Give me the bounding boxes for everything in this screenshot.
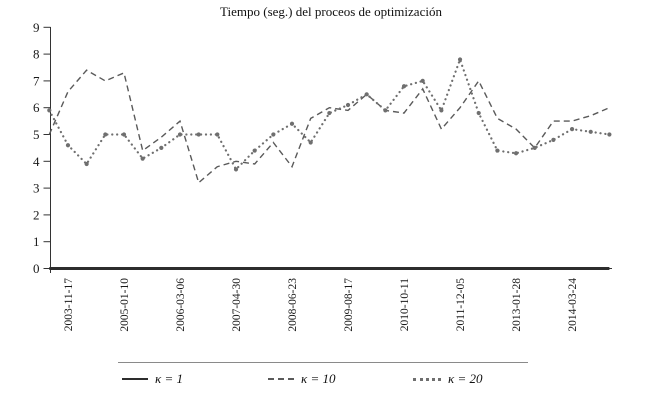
- y-tick-label: 8: [33, 47, 40, 62]
- series-marker-k20: [420, 78, 425, 83]
- series-marker-k20: [401, 84, 407, 89]
- solid-line-swatch: [122, 378, 148, 380]
- legend-label-k20: κ = 20: [448, 371, 483, 386]
- series-marker-k20: [588, 129, 593, 134]
- x-tick-label: 2011-12-05: [455, 278, 467, 331]
- series-marker-k20: [476, 110, 481, 116]
- series-marker-k20: [177, 132, 183, 137]
- legend-item-k10: κ = 10: [268, 371, 336, 387]
- series-marker-k20: [196, 132, 201, 137]
- y-tick-label: 5: [33, 127, 40, 142]
- series-marker-k20: [364, 92, 369, 97]
- x-tick-label: 2014-03-24: [567, 278, 579, 332]
- legend-label-k10: κ = 10: [301, 371, 336, 386]
- series-marker-k20: [289, 121, 295, 126]
- series-marker-k20: [495, 148, 500, 153]
- series-marker-k20: [84, 161, 89, 167]
- series-marker-k20: [569, 127, 575, 132]
- series-marker-k20: [551, 137, 556, 142]
- series-marker-k20: [252, 148, 257, 153]
- x-tick-label: 2008-06-23: [287, 278, 299, 332]
- series-marker-k20: [103, 132, 108, 137]
- chart-title: Tiempo (seg.) del proceos de optimizació…: [220, 4, 442, 19]
- y-tick-label: 0: [33, 261, 40, 276]
- legend-item-k20: κ = 20: [413, 371, 483, 387]
- y-tick-label: 7: [33, 73, 40, 88]
- legend-item-k1: κ = 1: [122, 371, 183, 387]
- dotted-line-swatch: [413, 377, 441, 381]
- series-marker-k20: [121, 132, 127, 137]
- series-marker-k20: [140, 156, 145, 161]
- series-marker-k20: [439, 108, 444, 113]
- series-marker-k20: [215, 132, 220, 137]
- series-marker-k20: [457, 57, 463, 62]
- series-marker-k20: [327, 110, 332, 116]
- dashed-line-swatch: [268, 378, 294, 380]
- series-marker-k20: [532, 145, 537, 150]
- y-tick-label: 3: [33, 181, 40, 196]
- series-marker-k20: [271, 132, 276, 137]
- series-marker-k20: [233, 167, 239, 172]
- series-marker-k20: [383, 108, 388, 113]
- y-tick-label: 6: [33, 100, 40, 115]
- y-tick-label: 2: [33, 207, 40, 222]
- x-tick-label: 2010-10-11: [399, 278, 411, 331]
- series-marker-k20: [47, 108, 52, 113]
- legend-divider: [118, 362, 528, 363]
- series-marker-k20: [159, 145, 164, 150]
- y-tick-label: 9: [33, 20, 40, 35]
- x-tick-label: 2013-01-28: [511, 278, 523, 332]
- series-marker-k20: [607, 132, 612, 137]
- series-marker-k20: [65, 143, 71, 148]
- series-marker-k20: [513, 151, 519, 156]
- x-tick-label: 2009-08-17: [343, 278, 355, 332]
- y-tick-label: 4: [33, 154, 40, 169]
- x-tick-label: 2007-04-30: [231, 278, 243, 332]
- legend-label-k1: κ = 1: [155, 371, 184, 386]
- x-tick-label: 2006-03-06: [175, 278, 187, 332]
- series-marker-k20: [345, 102, 351, 108]
- x-tick-label: 2003-11-17: [63, 278, 75, 331]
- x-tick-label: 2005-01-10: [119, 278, 131, 332]
- y-tick-label: 1: [33, 234, 40, 249]
- series-line-k10: [48, 69, 610, 184]
- series-marker-k20: [308, 140, 313, 145]
